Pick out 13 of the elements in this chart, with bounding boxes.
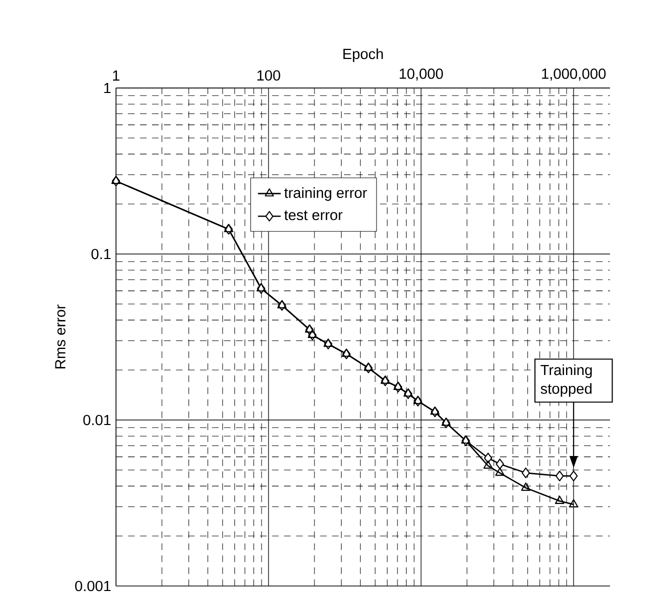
x-axis-title: Epoch [343,48,383,62]
x-tick-label: 1,000,000 [542,68,606,81]
x-tick-label: 100 [257,70,280,81]
legend-label: test error [284,210,342,220]
y-tick-label: 0.001 [75,580,111,592]
x-tick-label: 1 [113,70,120,81]
y-tick-label: 0.1 [91,248,111,260]
y-tick-label: 1 [104,82,111,94]
x-tick-label: 10,000 [400,68,443,81]
y-tick-label: 0.01 [83,414,111,426]
annotation: Training stopped [540,364,592,397]
legend-label: training error [284,187,367,201]
y-axis-title: Rms error [55,304,66,368]
